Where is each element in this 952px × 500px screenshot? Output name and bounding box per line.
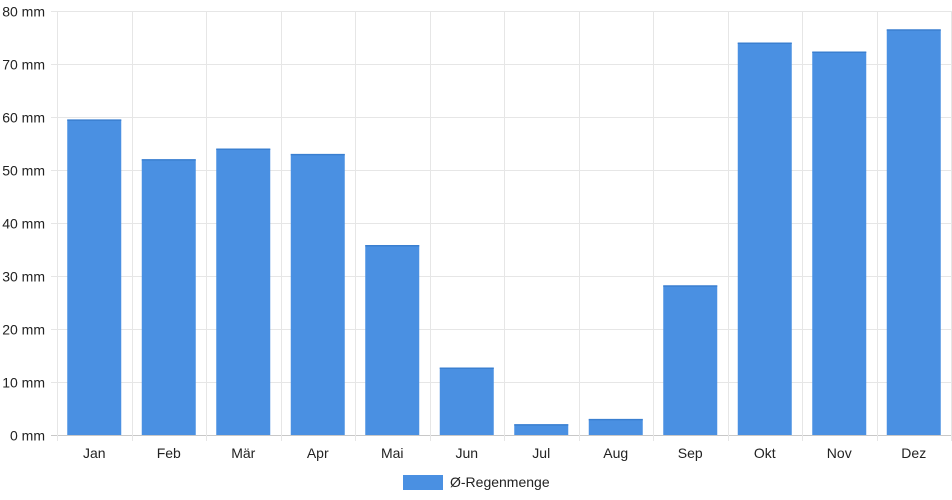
bar-Mai[interactable] bbox=[365, 245, 420, 435]
x-tick-label: Mär bbox=[231, 445, 255, 461]
x-tick-label: Jul bbox=[532, 445, 550, 461]
x-tick-label: Okt bbox=[754, 445, 776, 461]
y-tick-label: 40 mm bbox=[2, 216, 45, 232]
x-tick-label: Jan bbox=[83, 445, 106, 461]
bar-Okt[interactable] bbox=[737, 42, 792, 436]
x-tick-label: Sep bbox=[678, 445, 703, 461]
x-tick-label: Apr bbox=[307, 445, 329, 461]
x-tick-label: Aug bbox=[603, 445, 628, 461]
y-axis-ticks: 0 mm 10 mm 20 mm 30 mm 40 mm 50 mm 60 mm 70 mm 8… bbox=[2, 4, 45, 444]
bar-Aug[interactable] bbox=[588, 419, 643, 435]
y-tick-label: 50 mm bbox=[2, 163, 45, 179]
y-tick-label: 20 mm bbox=[2, 322, 45, 338]
bar-Apr[interactable] bbox=[290, 154, 345, 435]
bars bbox=[67, 29, 941, 436]
bar-Sep[interactable] bbox=[663, 285, 718, 435]
bar-Jun[interactable] bbox=[439, 367, 494, 435]
y-tick-label: 70 mm bbox=[2, 57, 45, 73]
bar-Feb[interactable] bbox=[141, 159, 196, 435]
bar-Jul[interactable] bbox=[514, 424, 569, 435]
x-tick-label: Feb bbox=[157, 445, 181, 461]
legend-label[interactable]: Ø-Regenmenge bbox=[450, 474, 550, 490]
bar-Jan[interactable] bbox=[67, 119, 122, 436]
y-tick-label: 60 mm bbox=[2, 110, 45, 126]
x-tick-label: Nov bbox=[827, 445, 852, 461]
bar-Nov[interactable] bbox=[812, 51, 867, 436]
legend-swatch[interactable] bbox=[403, 475, 443, 490]
bar-Dez[interactable] bbox=[886, 29, 941, 436]
legend[interactable]: Ø-Regenmenge bbox=[403, 474, 550, 490]
x-tick-label: Mai bbox=[381, 445, 404, 461]
x-tick-label: Jun bbox=[455, 445, 478, 461]
y-tick-label: 30 mm bbox=[2, 269, 45, 285]
bar-Mär[interactable] bbox=[216, 148, 271, 436]
x-tick-label: Dez bbox=[901, 445, 926, 461]
y-tick-label: 10 mm bbox=[2, 375, 45, 391]
x-axis-ticks: Jan Feb Mär Apr Mai Jun Jul Aug Sep Okt Nov Dez bbox=[83, 445, 926, 461]
y-tick-label: 80 mm bbox=[2, 4, 45, 20]
y-tick-label: 0 mm bbox=[10, 428, 45, 444]
